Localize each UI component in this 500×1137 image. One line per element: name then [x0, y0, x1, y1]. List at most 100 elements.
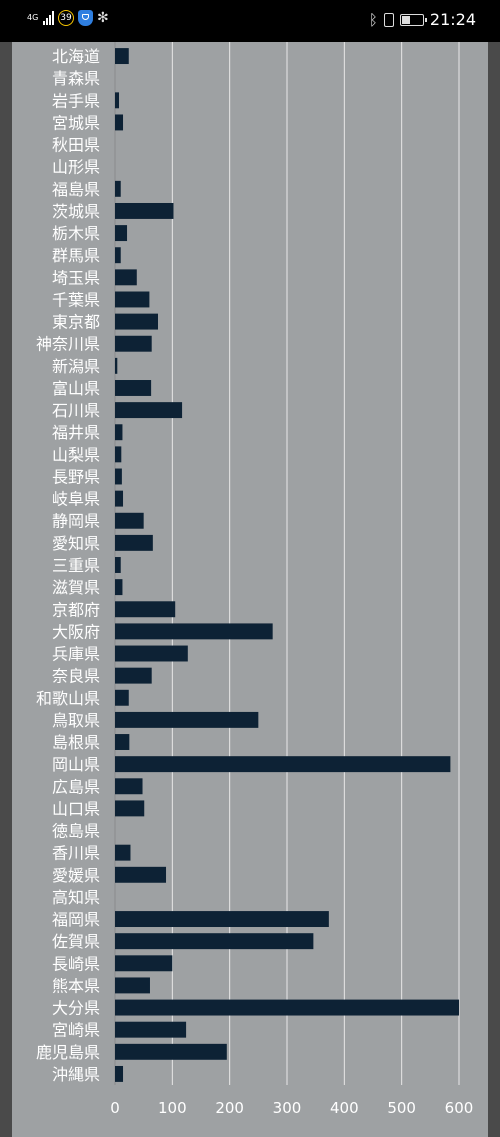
bar	[115, 1065, 124, 1082]
chart-panel: 0 100 200 300 400 500 600 北海道 青森県 岩手県 宮城県 秋田県 山形県 福島県…	[12, 42, 488, 1137]
category-label: 大分県	[52, 999, 100, 1018]
category-label: 長野県	[52, 467, 100, 486]
bar	[115, 380, 152, 396]
category-label: 大阪府	[52, 622, 100, 641]
bar	[115, 601, 176, 618]
category-label: 鳥取県	[52, 711, 100, 730]
bar	[115, 402, 183, 419]
shield-app-icon	[78, 10, 93, 26]
category-label: 青森県	[52, 69, 100, 88]
category-label: 京都府	[52, 600, 100, 619]
category-label: 愛媛県	[52, 866, 100, 885]
bar	[115, 490, 124, 507]
category-label: 鹿児島県	[36, 1043, 100, 1062]
bar	[115, 92, 120, 109]
bar	[115, 623, 273, 640]
x-tick-label: 600	[445, 1099, 474, 1117]
status-left: 4G 39 ✻	[27, 10, 109, 26]
category-label: 山口県	[52, 799, 100, 818]
bar	[115, 999, 459, 1016]
clock: 21:24	[429, 10, 476, 29]
bar	[115, 844, 131, 861]
category-label: 山梨県	[52, 445, 100, 464]
battery-fill	[401, 15, 410, 24]
category-label: 宮城県	[52, 113, 100, 132]
bar	[115, 424, 123, 441]
bar	[115, 335, 152, 352]
category-label: 岩手県	[52, 91, 100, 110]
bar	[115, 977, 150, 994]
x-tick-label: 100	[158, 1099, 187, 1117]
bar	[115, 114, 124, 131]
category-label: 東京都	[52, 313, 100, 332]
category-label: 秋田県	[52, 136, 100, 155]
bar	[115, 247, 121, 264]
signal-strength-icon	[43, 11, 54, 25]
bar	[115, 1043, 227, 1060]
category-label: 石川県	[52, 401, 100, 420]
x-tick-label: 200	[215, 1099, 244, 1117]
category-label: 愛知県	[52, 534, 100, 553]
bar	[115, 468, 122, 485]
bar-chart: 0 100 200 300 400 500 600 北海道青森県岩手県宮城県秋田県山形県福島県…	[36, 42, 474, 1117]
bar	[115, 269, 137, 286]
bar	[115, 955, 173, 972]
category-label: 徳島県	[52, 822, 100, 841]
bar	[115, 689, 129, 706]
category-label: 滋賀県	[52, 578, 100, 597]
category-label: 福井県	[52, 423, 100, 442]
category-label: 宮崎県	[52, 1021, 100, 1040]
bluetooth-icon: ᛒ	[368, 10, 378, 29]
bar	[115, 534, 153, 551]
bar	[115, 866, 167, 883]
bar	[115, 756, 451, 773]
category-label: 茨城県	[52, 202, 100, 221]
category-label: 富山県	[52, 379, 100, 398]
category-label: 山形県	[52, 158, 100, 177]
bar	[115, 579, 123, 596]
x-tick-label: 0	[110, 1099, 120, 1117]
bar	[115, 180, 121, 197]
category-label: 島根県	[52, 733, 100, 752]
notification-badge: 39	[58, 10, 74, 26]
category-label: 神奈川県	[36, 335, 100, 354]
category-label: 新潟県	[52, 357, 100, 376]
vibrate-icon	[383, 12, 394, 27]
bar	[115, 48, 129, 65]
x-tick-label: 300	[273, 1099, 302, 1117]
category-label: 北海道	[52, 47, 100, 66]
category-label: 奈良県	[52, 667, 100, 686]
category-label: 香川県	[52, 844, 100, 863]
category-label: 和歌山県	[36, 689, 100, 708]
category-label: 広島県	[52, 777, 100, 796]
category-label: 静岡県	[52, 512, 100, 531]
bar	[115, 800, 145, 817]
battery-icon	[399, 13, 427, 26]
category-label: 群馬県	[52, 246, 100, 265]
bar	[115, 933, 314, 950]
bar	[115, 557, 121, 573]
bar	[115, 911, 329, 928]
category-label: 岐阜県	[52, 490, 100, 509]
bar	[115, 313, 158, 330]
category-label: 高知県	[52, 888, 100, 907]
status-right: ᛒ 21:24	[369, 10, 476, 29]
category-label: 長崎県	[52, 954, 100, 973]
category-label: 三重県	[52, 556, 100, 575]
category-label: 栃木県	[52, 224, 100, 243]
bar	[115, 512, 144, 529]
category-label: 佐賀県	[52, 932, 100, 951]
network-type-label: 4G	[27, 13, 39, 22]
bar	[115, 202, 174, 219]
bar	[115, 734, 130, 750]
bar	[115, 778, 143, 795]
bar	[115, 446, 122, 463]
x-tick-label: 400	[330, 1099, 359, 1117]
category-label: 岡山県	[52, 755, 100, 774]
category-label: 熊本県	[52, 976, 100, 995]
category-label: 埼玉県	[52, 268, 100, 287]
x-tick-label: 500	[387, 1099, 416, 1117]
bar	[115, 711, 259, 728]
bar	[115, 225, 128, 242]
bar	[115, 357, 118, 374]
